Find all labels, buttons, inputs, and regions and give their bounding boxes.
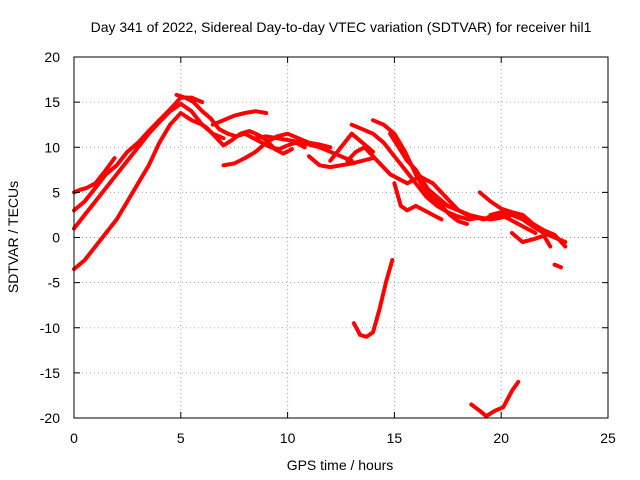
x-tick-label: 15 <box>387 430 403 446</box>
y-tick-label: -15 <box>40 365 60 381</box>
series-line-arc-10 <box>307 154 375 170</box>
series-line-arc-11 <box>328 131 375 163</box>
y-tick-label: 0 <box>52 230 60 246</box>
series-line-arc-23 <box>351 258 395 339</box>
series-layer <box>72 92 568 419</box>
series-line-arc-19 <box>477 190 568 249</box>
chart-title: Day 341 of 2022, Sidereal Day-to-day VTE… <box>91 19 592 35</box>
series-line-arc-16 <box>392 181 444 222</box>
y-tick-label: -10 <box>40 320 60 336</box>
series-line-arc-13 <box>349 122 482 222</box>
y-tick-label: 5 <box>52 184 60 200</box>
x-tick-label: 10 <box>280 430 296 446</box>
y-tick-label: 15 <box>44 94 60 110</box>
grid-layer <box>74 57 608 418</box>
x-axis-label: GPS time / hours <box>287 457 394 473</box>
series-line-arc-6 <box>195 120 294 156</box>
series-line-arc-4 <box>72 156 117 195</box>
series-line-arc-22 <box>552 262 563 270</box>
y-tick-label: -5 <box>48 275 61 291</box>
x-tick-label: 25 <box>600 430 616 446</box>
y-tick-label: 20 <box>44 49 60 65</box>
series-line-arc-18 <box>424 185 514 222</box>
y-tick-label: 10 <box>44 139 60 155</box>
y-tick-label: -20 <box>40 410 60 426</box>
series-line-arc-12 <box>345 145 418 186</box>
y-axis-label: SDTVAR / TECUs <box>5 181 21 293</box>
x-tick-label: 5 <box>177 430 185 446</box>
series-line-arc-1 <box>72 111 205 272</box>
series-line-arc-24 <box>469 379 521 419</box>
series-line-arc-20 <box>488 210 568 244</box>
series-line-arc-21 <box>509 231 553 249</box>
series-line-arc-8 <box>210 109 269 127</box>
tick-layer: 0 5 10 15 20 25 -20 -15 -10 -5 0 5 10 15 20 <box>40 49 616 446</box>
x-tick-label: 20 <box>493 430 509 446</box>
x-tick-label: 0 <box>70 430 78 446</box>
